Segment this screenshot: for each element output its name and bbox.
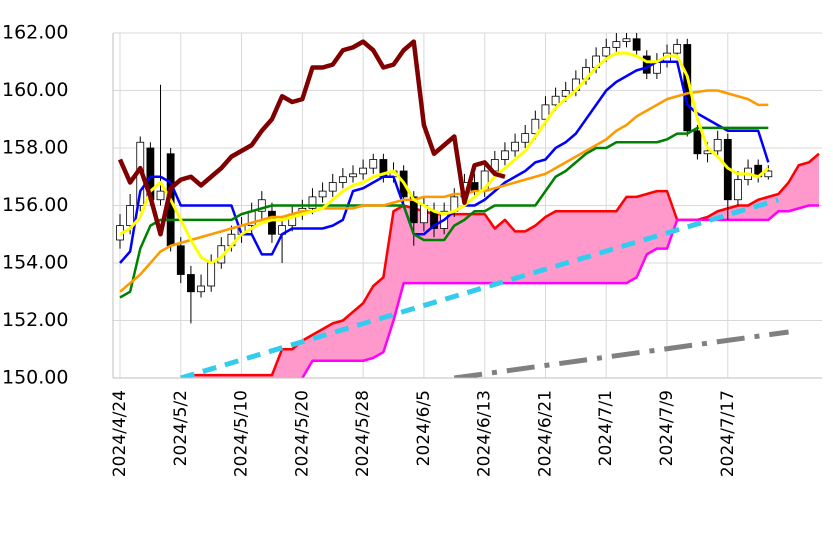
candle-body [257, 199, 266, 212]
y-tick-label: 158.00 [2, 137, 68, 159]
candle-body [673, 44, 682, 54]
candle-body [369, 159, 378, 169]
y-tick-label: 150.00 [2, 367, 68, 389]
x-tick-label: 2024/7/9 [657, 390, 677, 466]
candle-body [318, 190, 327, 198]
line-series [180, 152, 820, 378]
plot-area [116, 33, 820, 378]
x-tick-label: 2024/7/1 [596, 390, 616, 466]
line-series [117, 39, 506, 237]
x-tick-label: 2024/6/13 [475, 390, 495, 477]
line-series [119, 89, 769, 293]
candle-body [268, 210, 276, 235]
candle-body [197, 285, 205, 293]
candle-body [207, 262, 216, 287]
line-series [301, 204, 819, 378]
candle-body [328, 182, 337, 192]
line-series [119, 60, 770, 264]
candle-body [470, 182, 479, 192]
x-tick-label: 2024/5/20 [292, 390, 312, 477]
candle-body [156, 190, 165, 201]
candle-body [642, 55, 651, 74]
x-tick-label: 2024/5/28 [353, 390, 373, 477]
line-series [453, 329, 789, 378]
candle-body [531, 118, 540, 135]
candle-body [693, 130, 702, 155]
y-tick-label: 152.00 [2, 309, 68, 331]
candle-body [632, 38, 641, 51]
candle-body [501, 150, 509, 160]
candle-body [713, 138, 722, 152]
x-tick-label: 2024/6/21 [535, 390, 555, 477]
candle-body [176, 245, 185, 275]
axes: 150.00 152.00 154.00 156.00 158.00 160.00 162.… [2, 22, 822, 477]
candle-body [551, 95, 560, 106]
x-tick-label: 2024/5/10 [232, 390, 252, 477]
candle-body [734, 179, 742, 201]
candle-body [308, 196, 317, 209]
candle-body [338, 176, 347, 183]
line-series [119, 126, 769, 299]
candle-body [349, 173, 357, 178]
candle-body [764, 170, 773, 178]
candle-body [511, 141, 519, 152]
y-tick-label: 156.00 [2, 194, 68, 216]
candle-body [187, 274, 195, 293]
candle-body [612, 41, 621, 48]
y-tick-label: 160.00 [2, 79, 68, 101]
line-series [180, 197, 780, 378]
x-tick-label: 2024/6/5 [414, 390, 434, 466]
candle-body [602, 46, 611, 57]
candle-body [541, 104, 550, 120]
line-series [119, 51, 770, 265]
candle-body [622, 38, 631, 43]
candle-body [561, 90, 570, 97]
x-tick-label: 2024/4/24 [110, 390, 130, 477]
y-tick-label: 154.00 [2, 252, 68, 274]
y-tick-label: 162.00 [2, 22, 68, 44]
candle-body [359, 167, 368, 175]
candle-body [521, 133, 530, 143]
x-tick-label: 2024/7/17 [718, 390, 738, 477]
x-tick-label: 2024/5/2 [171, 390, 191, 466]
candle-body [126, 205, 135, 227]
